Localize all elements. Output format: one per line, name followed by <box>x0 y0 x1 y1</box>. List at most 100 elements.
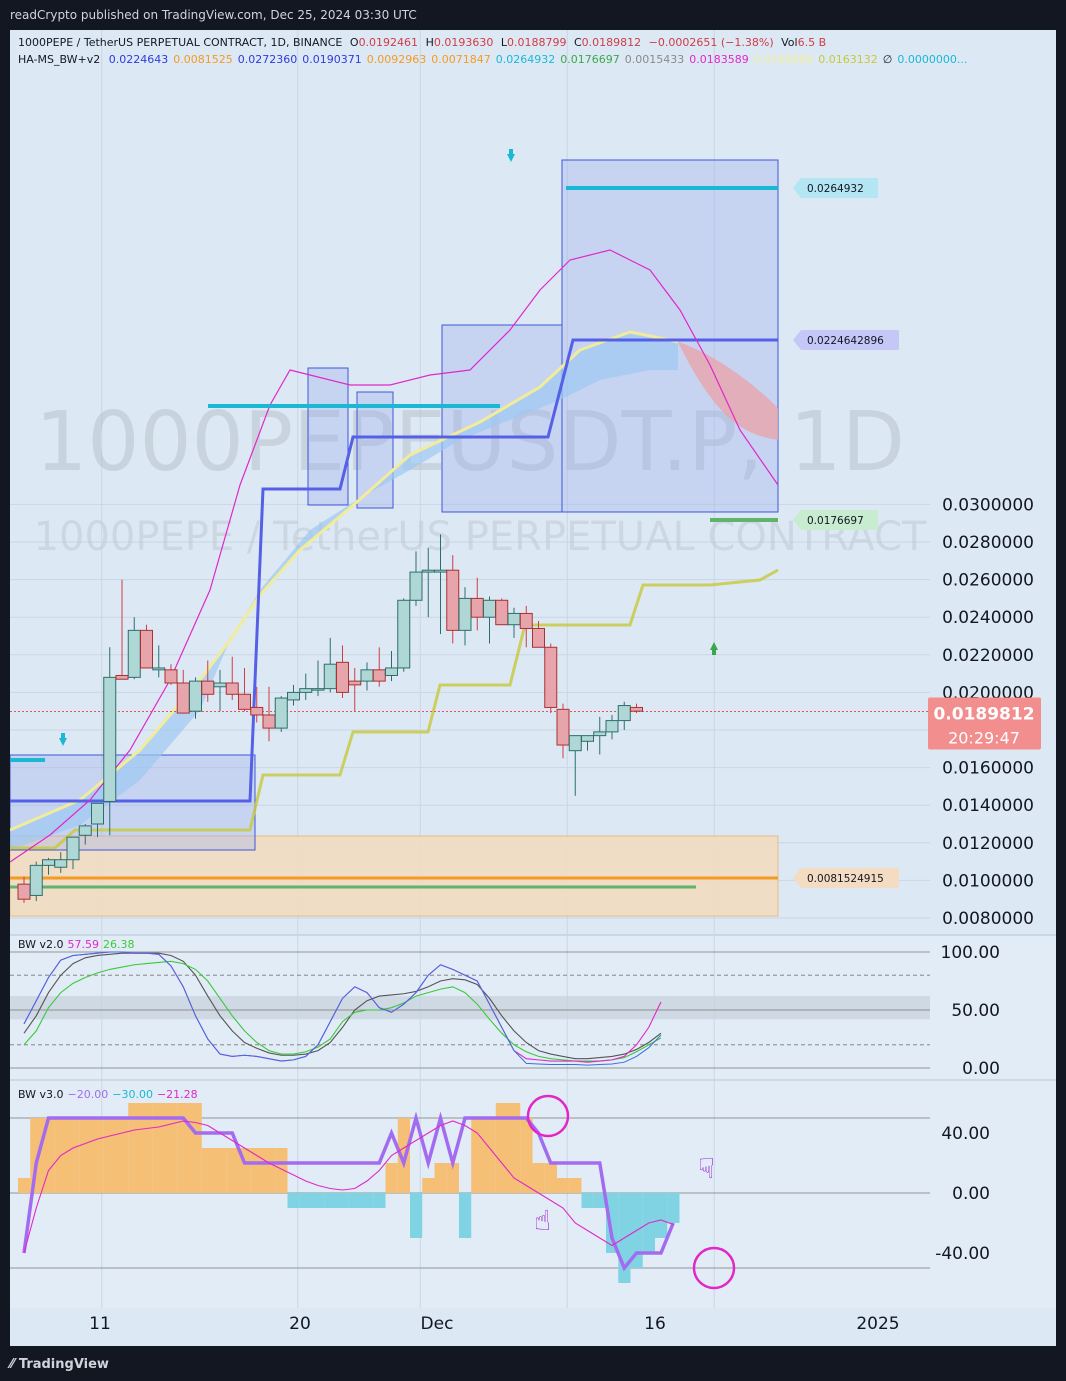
trailing-stop-line <box>10 568 779 850</box>
price-tick-label: 0.0120000 <box>942 834 1034 854</box>
bw3-series-line <box>23 1120 674 1254</box>
level-tag <box>793 178 878 198</box>
bw3-histogram-bar <box>348 1193 361 1208</box>
candle-body <box>507 612 521 626</box>
candle-body <box>372 669 386 682</box>
bw-v2-pane: BW v2.0 57.59 26.38 100.00 50.00 0.00 <box>10 938 1000 1079</box>
legend-change: −0.0002651 (−1.38%) <box>649 36 774 49</box>
pane2-value: −21.28 <box>157 1088 198 1101</box>
time-axis[interactable]: 11 20 Dec 16 2025 <box>10 1308 1056 1346</box>
candle-body <box>287 691 300 701</box>
legend-close-value: 0.0189812 <box>582 36 642 49</box>
current-price-badge <box>928 697 1041 750</box>
legend-line-2: HA-MS_BW+v2 0.0224643 0.0081525 0.0272360 0… <box>18 53 967 66</box>
publish-text: readCrypto published on TradingView.com,… <box>10 8 417 22</box>
bw3-histogram-bar <box>214 1148 227 1193</box>
current-price-label: 0.0189812 <box>933 705 1034 725</box>
pane2-axis-label: 40.00 <box>941 1124 990 1144</box>
bw3-histogram-bar <box>275 1148 288 1193</box>
time-axis-background <box>10 1308 1056 1346</box>
bw3-histogram-bar <box>140 1103 153 1193</box>
pointing-hand-icon: ☟ <box>698 1152 715 1185</box>
legend-indicator-value: 0.0264932 <box>496 53 556 66</box>
candle-body <box>213 682 227 688</box>
indicator-overlays: 0.0264932 0.0224642896 0.0176697 0.00815249… <box>10 159 930 917</box>
legend-volume-value: 6.5 B <box>798 36 827 49</box>
neutral-zone <box>10 996 930 1020</box>
bw3-histogram-bar <box>655 1193 668 1238</box>
chart-canvas[interactable]: 1000PEPEUSDT.P, 1D 1000PEPE / TetherUS P… <box>10 30 1056 1346</box>
legend-symbol: 1000PEPE / TetherUS PERPETUAL CONTRACT, … <box>18 36 342 49</box>
price-tick-label: 0.0220000 <box>942 646 1034 666</box>
legend-high-value: 0.0193630 <box>434 36 494 49</box>
candle-body <box>397 599 411 669</box>
candle-body <box>164 669 178 684</box>
pane2-axis-label: -40.00 <box>935 1244 990 1264</box>
bw3-histogram-bar <box>385 1163 398 1193</box>
candle-body <box>617 705 631 722</box>
candle-body <box>17 883 31 900</box>
legend-indicator-value: 0.0092963 <box>367 53 427 66</box>
bw3-histogram-bar <box>471 1118 484 1193</box>
candle-body <box>54 859 68 868</box>
bar-countdown-label: 20:29:47 <box>948 729 1020 748</box>
candle-body <box>42 859 55 866</box>
legend-indicator-value: 0.0183589 <box>689 53 749 66</box>
pane1-legend: BW v2.0 57.59 26.38 <box>18 938 135 951</box>
bw3-histogram-bar <box>569 1178 582 1193</box>
candle-body <box>360 669 374 682</box>
price-tick-label: 0.0240000 <box>942 608 1034 628</box>
bw3-histogram-bar <box>79 1118 92 1193</box>
bw3-series-line <box>22 1111 675 1272</box>
bw3-histogram-bar <box>201 1148 214 1193</box>
pane1-axis-label: 50.00 <box>951 1001 1000 1021</box>
candle-body <box>140 629 153 669</box>
candle-body <box>544 646 558 708</box>
bw3-histogram-bar <box>410 1193 423 1238</box>
publish-header: readCrypto published on TradingView.com,… <box>0 0 1066 30</box>
candle-body <box>385 667 398 676</box>
bw3-histogram-bar <box>361 1193 374 1208</box>
legend-indicator-name: HA-MS_BW+v2 <box>18 53 100 66</box>
candle-body <box>568 735 582 752</box>
bw2-signal-line <box>23 951 662 1066</box>
candle-body <box>556 708 570 746</box>
bw3-histogram-bar <box>508 1103 521 1193</box>
bw3-histogram-bar <box>189 1103 202 1193</box>
bw3-histogram-bar <box>446 1163 459 1193</box>
time-tick-label: 2025 <box>856 1314 899 1334</box>
supply-zone <box>10 835 779 917</box>
bw3-histogram-bar <box>128 1103 141 1193</box>
signal-markers <box>59 149 718 746</box>
price-tick-label: 0.0260000 <box>942 571 1034 591</box>
candle-body <box>630 706 643 712</box>
candle-body <box>250 706 264 716</box>
level-tag-label: 0.0081524915 <box>807 873 884 885</box>
bw3-histogram-bar <box>373 1193 386 1208</box>
legend-high-label: H <box>426 36 434 49</box>
candle-body <box>299 688 313 693</box>
candlestick-series <box>17 534 643 903</box>
candle-body <box>483 599 496 618</box>
candle-body <box>409 571 423 601</box>
bw3-histogram-bar <box>593 1193 606 1208</box>
level-tag <box>793 330 899 350</box>
price-axis[interactable]: 0.0300000 0.0280000 0.0260000 0.0240000 0.02… <box>928 495 1041 929</box>
bw3-histogram-bar <box>177 1103 190 1193</box>
bw3-histogram-bar <box>557 1178 570 1193</box>
bw3-histogram-bar <box>483 1118 496 1193</box>
candle-body <box>274 697 288 729</box>
bw3-histogram-bar <box>67 1118 80 1193</box>
candle-body <box>78 825 92 836</box>
bw3-histogram-bar <box>152 1103 165 1193</box>
pane2-value: −30.00 <box>112 1088 153 1101</box>
candle-body <box>311 688 325 691</box>
candle-body <box>446 569 460 631</box>
candle-body <box>421 569 435 573</box>
candle-body <box>189 680 202 712</box>
pane1-axis-label: 0.00 <box>962 1059 1000 1079</box>
highlight-circle-icon <box>692 1246 736 1290</box>
legend-indicator-value: 0.0081525 <box>173 53 233 66</box>
moving-average-line <box>10 249 779 863</box>
tradingview-logo[interactable]: ⁄⁄ TradingView <box>10 1357 109 1372</box>
